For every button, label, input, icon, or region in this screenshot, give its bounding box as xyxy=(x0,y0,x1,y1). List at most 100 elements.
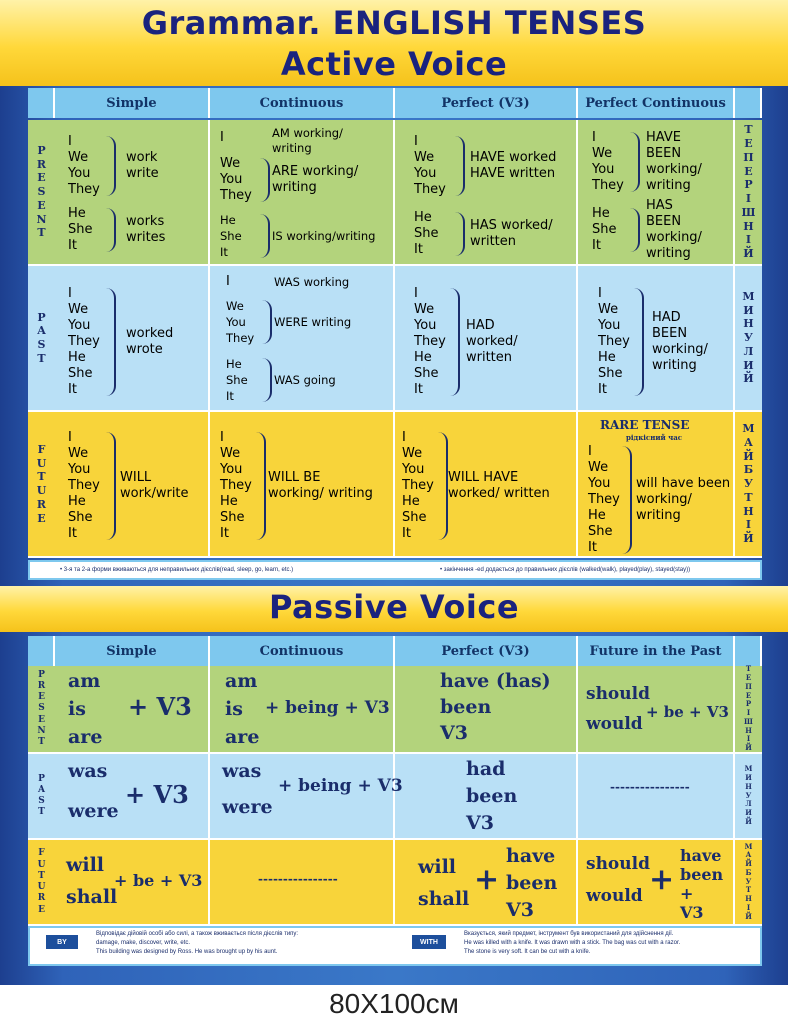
verb-form: working/ writing xyxy=(268,486,373,501)
with-badge: WITH xyxy=(412,935,446,949)
label-letter: N xyxy=(36,212,47,226)
pronoun: You xyxy=(414,166,437,181)
pronoun: He xyxy=(68,206,86,221)
label-letter: Й xyxy=(743,247,754,260)
verb-form: writes xyxy=(126,230,166,245)
pronoun: He xyxy=(220,494,238,509)
verb-form: writing xyxy=(652,358,697,373)
label-letter: Е xyxy=(745,673,752,682)
label-letter: Е xyxy=(745,690,752,700)
label-letter: P xyxy=(37,310,46,324)
pronoun: We xyxy=(220,446,241,461)
pronoun: They xyxy=(402,478,434,493)
label-letter: И xyxy=(745,808,752,818)
label-letter: Е xyxy=(744,137,753,150)
label-letter: T xyxy=(38,870,45,881)
passive-aux: were xyxy=(222,796,273,818)
verb-form: works xyxy=(126,214,165,229)
label-letter: А xyxy=(744,435,753,449)
verb-form: HAVE worked xyxy=(470,150,557,165)
label-letter: М xyxy=(744,764,753,774)
passive-cell-past-simple xyxy=(55,754,210,840)
label-letter: Р xyxy=(745,699,752,709)
label-letter: М xyxy=(744,841,753,851)
verb-form: HAD xyxy=(466,318,495,333)
verb-form: HAS xyxy=(646,198,673,213)
pronoun: It xyxy=(220,526,229,541)
verb-form: WAS working xyxy=(274,275,350,289)
pronoun: I xyxy=(68,134,72,149)
column-header: Simple xyxy=(55,88,210,118)
pronoun: They xyxy=(592,178,624,193)
pronoun: I xyxy=(220,430,224,445)
pronoun: I xyxy=(414,134,418,149)
pronoun: We xyxy=(592,146,613,161)
pronoun: He xyxy=(598,350,616,365)
pronoun: She xyxy=(220,510,245,525)
passive-aux: have xyxy=(506,845,556,867)
pronoun: We xyxy=(414,150,435,165)
top-title-band xyxy=(0,0,788,86)
label-letter: A xyxy=(38,784,45,795)
pronoun: We xyxy=(68,446,89,461)
cell-future-perfect xyxy=(395,412,578,558)
label-letter: И xyxy=(743,303,754,317)
verb-form: wrote xyxy=(126,342,163,357)
pronoun: They xyxy=(220,188,252,203)
passive-aux: should xyxy=(586,684,650,704)
cell-future-perfect_cont xyxy=(578,412,735,558)
label-letter: U xyxy=(37,882,46,892)
passive-cell-future-continuous xyxy=(210,840,395,926)
verb-form: work/write xyxy=(120,486,189,501)
pronoun: They xyxy=(226,331,255,345)
label-letter: T xyxy=(37,226,46,240)
with-note-line: Вказується, який предмет, інструмент був… xyxy=(464,931,674,937)
passive-cell-past-continuous xyxy=(210,754,395,840)
label-letter: T xyxy=(37,351,46,365)
passive-empty: ---------------- xyxy=(258,872,338,886)
brace-bracket xyxy=(106,432,116,540)
verb-form: work xyxy=(126,150,158,165)
passive-aux: shall xyxy=(418,888,470,910)
pronoun: I xyxy=(68,286,72,301)
passive-aux: is xyxy=(225,698,243,720)
label-letter: І xyxy=(745,192,752,205)
label-letter: R xyxy=(37,680,46,691)
passive-aux: had xyxy=(466,758,506,780)
label-letter: Й xyxy=(745,816,752,826)
pronoun: They xyxy=(414,334,446,349)
label-letter: A xyxy=(37,324,46,338)
passive-aux: are xyxy=(225,726,260,748)
label-letter: Н xyxy=(743,219,754,233)
passive-aux: were xyxy=(68,800,119,822)
brace-bracket xyxy=(262,358,272,402)
label-letter: Т xyxy=(744,490,753,504)
passive-cell-future-perfect xyxy=(395,840,578,926)
label-letter: P xyxy=(38,773,45,784)
verb-form: written xyxy=(470,234,517,249)
pronoun: He xyxy=(226,357,242,371)
pronoun: You xyxy=(220,172,243,187)
verb-form: BEEN xyxy=(652,326,688,341)
brace-bracket xyxy=(455,212,465,256)
verb-form: AM working/ xyxy=(272,126,343,140)
verb-form: will have been xyxy=(636,476,731,491)
verb-form: writing xyxy=(646,246,691,261)
label-letter: R xyxy=(36,497,47,511)
cell-past-continuous xyxy=(210,266,395,412)
pronoun: They xyxy=(414,182,446,197)
pronoun: She xyxy=(220,229,242,243)
passive-aux: am xyxy=(225,670,258,692)
passive-cell-past-perfect_cont xyxy=(578,754,735,840)
label-letter: И xyxy=(745,773,752,783)
verb-form: IS working/writing xyxy=(272,229,376,243)
verb-form: writing xyxy=(272,141,312,155)
brace-bracket xyxy=(630,208,640,252)
pronoun: They xyxy=(588,492,620,507)
verb-form: BEEN xyxy=(646,214,682,229)
